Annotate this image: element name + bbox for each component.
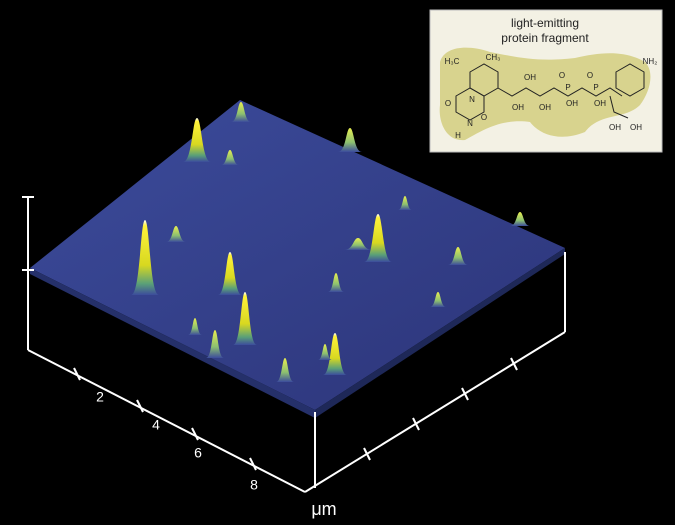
atom-label: P (593, 83, 598, 92)
atom-label: OH (524, 73, 536, 82)
atom-label: H₃C (445, 57, 460, 66)
atom-label: O (481, 113, 487, 122)
tick-label: 2 (96, 389, 104, 405)
atom-label: O (587, 71, 593, 80)
atom-label: N (469, 95, 475, 104)
atom-label: CH₃ (486, 53, 501, 62)
atom-label: NH₂ (643, 57, 658, 66)
tick-label: 6 (194, 445, 202, 461)
atom-label: O (559, 71, 565, 80)
atom-label: OH (512, 103, 524, 112)
inset-title: protein fragment (501, 31, 589, 45)
atom-label: P (565, 83, 570, 92)
afm-image: 2 4 6 8 μm light-emitting protein fragme… (0, 0, 675, 525)
atom-label: N (467, 119, 473, 128)
atom-label: OH (566, 99, 578, 108)
tick-label: 8 (250, 477, 258, 493)
tick-label: 4 (152, 417, 160, 433)
inset-title: light-emitting (511, 16, 579, 30)
atom-label: H (455, 131, 461, 140)
atom-label: O (445, 99, 451, 108)
atom-label: OH (630, 123, 642, 132)
atom-label: OH (594, 99, 606, 108)
peak (510, 212, 530, 226)
inset: light-emitting protein fragment H₃C CH₃ … (430, 10, 662, 152)
atom-label: OH (609, 123, 621, 132)
page: 2 4 6 8 μm light-emitting protein fragme… (0, 0, 675, 525)
atom-label: OH (539, 103, 551, 112)
unit-label: μm (311, 499, 336, 519)
